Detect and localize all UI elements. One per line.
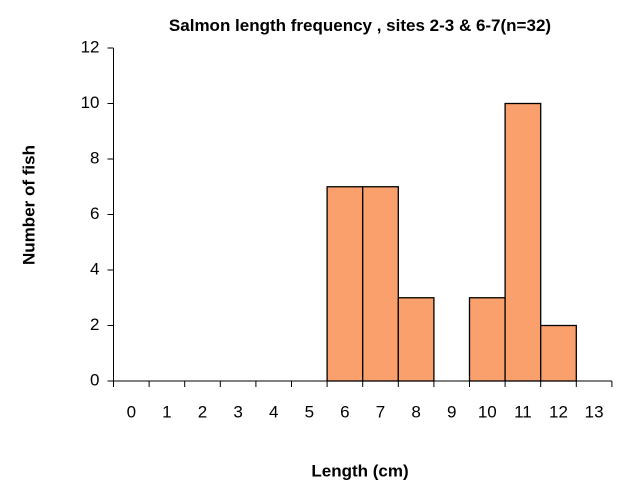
x-tick-label: 12 xyxy=(549,402,568,421)
x-tick-label: 7 xyxy=(376,402,385,421)
y-tick-label: 6 xyxy=(90,204,99,223)
x-tick-label: 8 xyxy=(411,402,420,421)
y-axis-label: Number of fish xyxy=(19,145,38,265)
x-tick-label: 10 xyxy=(478,402,497,421)
y-tick-label: 10 xyxy=(81,93,100,112)
x-tick-label: 6 xyxy=(340,402,349,421)
x-tick-label: 4 xyxy=(269,402,278,421)
x-tick-label: 2 xyxy=(198,402,207,421)
y-tick-label: 2 xyxy=(90,315,99,334)
bar xyxy=(397,297,435,382)
y-tick-label: 4 xyxy=(90,259,99,278)
x-tick-label: 0 xyxy=(127,402,136,421)
x-axis-label: Length (cm) xyxy=(311,461,408,480)
y-tick-label: 8 xyxy=(90,148,99,167)
x-tick-label: 3 xyxy=(233,402,242,421)
y-tick-label: 0 xyxy=(90,370,99,389)
bar xyxy=(326,186,364,382)
x-tick-label: 5 xyxy=(305,402,314,421)
bar xyxy=(540,324,577,382)
bar xyxy=(504,102,542,382)
bar xyxy=(362,186,399,382)
chart-title: Salmon length frequency , sites 2-3 & 6-… xyxy=(168,16,552,35)
x-tick-label: 13 xyxy=(585,402,604,421)
x-tick-label: 1 xyxy=(162,402,171,421)
x-tick-label: 9 xyxy=(447,402,456,421)
bar xyxy=(468,297,506,382)
x-tick-label: 11 xyxy=(514,402,532,421)
y-tick-label: 12 xyxy=(81,37,100,56)
